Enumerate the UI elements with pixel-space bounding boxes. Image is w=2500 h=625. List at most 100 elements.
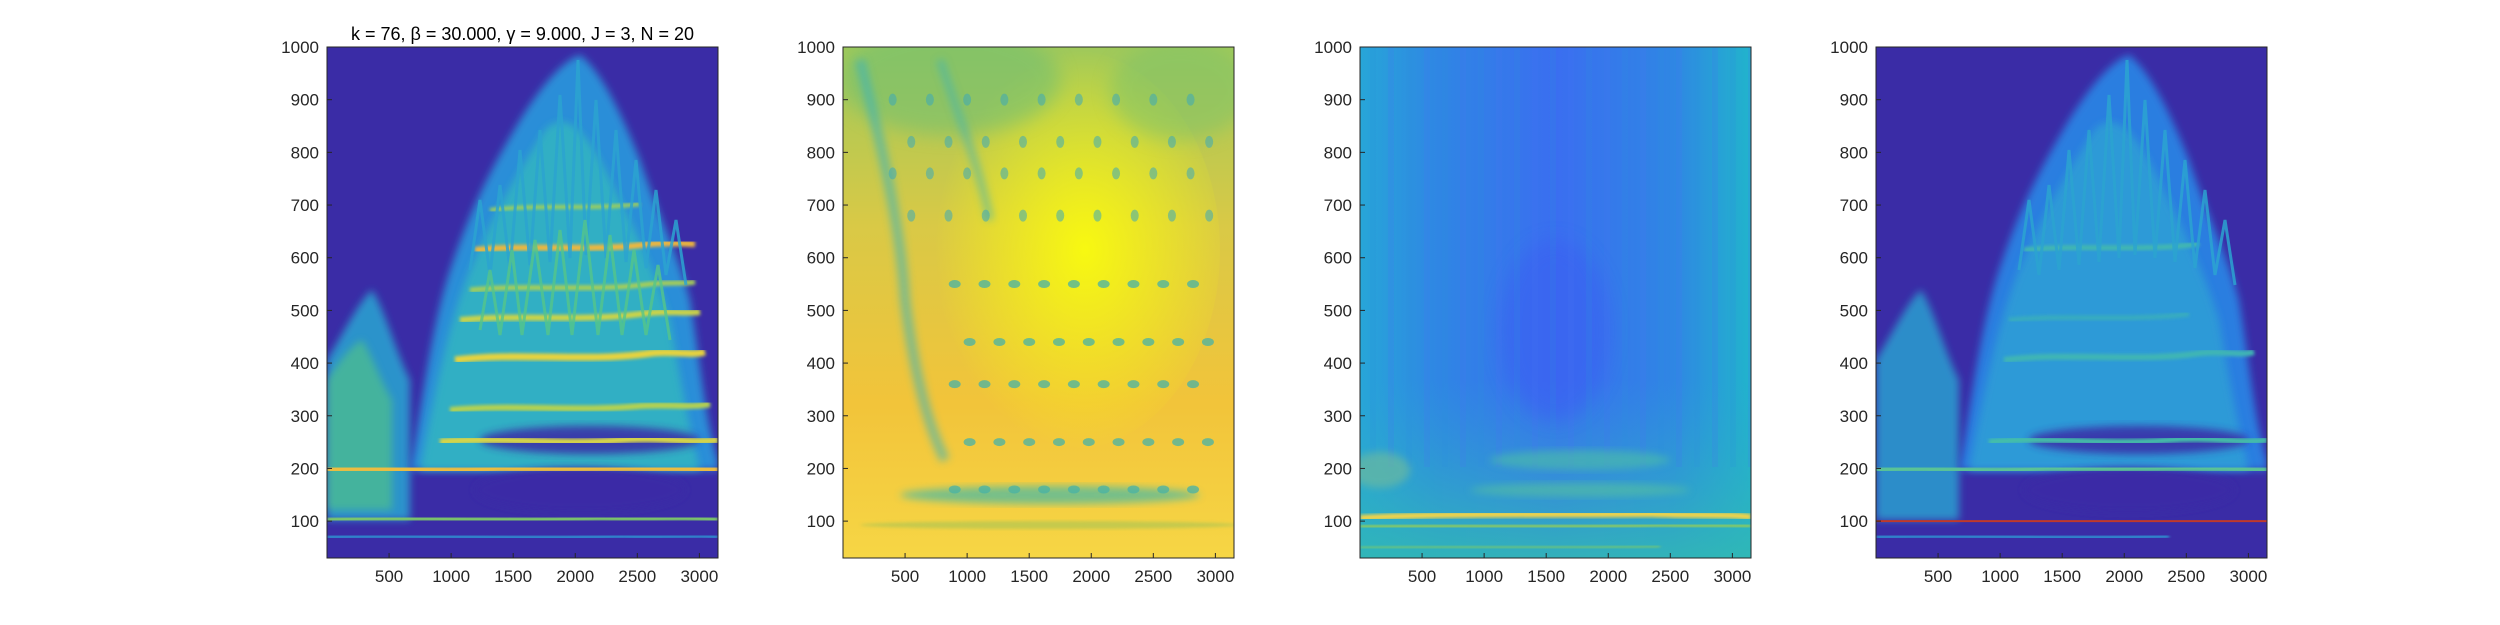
- y-tick-label: 700: [291, 196, 319, 215]
- x-tick-label: 500: [375, 567, 403, 586]
- x-tick-label: 2500: [618, 567, 656, 586]
- panel-2-spot: [1018, 209, 1027, 222]
- panel-2-dots: [888, 93, 1214, 494]
- panel-3-stripe: [1676, 47, 1682, 467]
- panel-2-spot: [944, 135, 953, 148]
- panel-2-spot: [1172, 438, 1185, 447]
- panel-3-stripe: [1712, 47, 1718, 467]
- panel-2-spot: [1023, 338, 1036, 347]
- panel-2-spot: [978, 380, 991, 389]
- panel-2-spot: [1167, 209, 1176, 222]
- panel-2-spot: [1201, 438, 1214, 447]
- y-tick-label: 800: [807, 143, 835, 162]
- x-tick-label: 1000: [1465, 567, 1503, 586]
- x-tick-label: 2500: [1651, 567, 1689, 586]
- panel-2-spot: [948, 280, 961, 289]
- panel-2-spot: [963, 338, 976, 347]
- panel-2-spot: [1008, 485, 1021, 494]
- panel-2-spot: [1127, 380, 1140, 389]
- panel-2-spot: [888, 93, 897, 106]
- panel-2-spot: [1000, 93, 1009, 106]
- panel-2-spot: [1112, 438, 1125, 447]
- panel-2-spot: [1093, 135, 1102, 148]
- panel-3-stripe: [1514, 47, 1520, 467]
- panel-3-stripe: [1388, 47, 1394, 467]
- panel-2-spot: [1157, 280, 1170, 289]
- panel-2-spot: [1142, 438, 1155, 447]
- panel-2-spot: [1127, 485, 1140, 494]
- panel-2-spot: [948, 485, 961, 494]
- x-tick-label: 2000: [1072, 567, 1110, 586]
- y-tick-label: 400: [1840, 354, 1868, 373]
- panel-2-spot: [948, 380, 961, 389]
- y-tick-label: 800: [291, 143, 319, 162]
- panel-2-spot: [1038, 485, 1051, 494]
- panel-2-spot: [1142, 338, 1155, 347]
- y-tick-label: 500: [807, 301, 835, 320]
- y-tick-label: 1000: [797, 38, 835, 57]
- panel-2-spot: [925, 167, 934, 180]
- panel-2-spot: [1157, 380, 1170, 389]
- y-tick-label: 300: [807, 407, 835, 426]
- panel-2-spot: [1149, 93, 1158, 106]
- y-tick-label: 900: [807, 91, 835, 110]
- panel-4-heatmap: [1876, 55, 2267, 540]
- panel-1-heatmap: [327, 55, 718, 540]
- panel-2-spot: [1052, 438, 1065, 447]
- panel-2-spot: [1172, 338, 1185, 347]
- y-tick-label: 600: [1324, 249, 1352, 268]
- y-tick-label: 600: [1840, 249, 1868, 268]
- y-tick-label: 500: [1324, 301, 1352, 320]
- panel-2-spot: [1023, 438, 1036, 447]
- panel-3-stripe: [1424, 47, 1430, 467]
- y-tick-label: 200: [1840, 459, 1868, 478]
- panel-1-title: k = 76, β = 30.000, γ = 9.000, J = 3, N …: [351, 24, 694, 44]
- panel-2-spot: [1008, 280, 1021, 289]
- panel-2-spot: [1067, 280, 1080, 289]
- x-tick-label: 2000: [556, 567, 594, 586]
- panel-2-spot: [1127, 280, 1140, 289]
- x-tick-label: 2000: [2105, 567, 2143, 586]
- panel-2-spot: [907, 209, 916, 222]
- y-tick-label: 1000: [1830, 38, 1868, 57]
- panel-3-stripe: [1748, 47, 1751, 467]
- y-tick-label: 1000: [1314, 38, 1352, 57]
- panel-3-stripe: [1604, 47, 1610, 467]
- y-tick-label: 600: [807, 249, 835, 268]
- panel-2-spot: [1038, 280, 1051, 289]
- panel-2-spot: [978, 485, 991, 494]
- panel-3-stripe: [1658, 47, 1664, 467]
- panel-3-stripe: [1550, 47, 1556, 467]
- x-tick-label: 1500: [1527, 567, 1565, 586]
- y-tick-label: 700: [1324, 196, 1352, 215]
- y-tick-label: 700: [1840, 196, 1868, 215]
- panel-2-spot: [1000, 167, 1009, 180]
- panel-2-spot: [1067, 380, 1080, 389]
- panel-2-spot: [1130, 135, 1139, 148]
- panel-2-spot: [1067, 485, 1080, 494]
- x-tick-label: 1500: [1010, 567, 1048, 586]
- panel-1-axes: 500 1000 1500 2000 2500 3000 100 200 300 400 500 60…: [281, 38, 718, 586]
- panel-3-stripe: [1694, 47, 1700, 467]
- panel-3-stripe: [1586, 47, 1592, 467]
- panel-3-stripe: [1460, 47, 1466, 467]
- x-tick-label: 2500: [1134, 567, 1172, 586]
- panel-2-spot: [1205, 135, 1214, 148]
- heatmap-panel-4: 500 1000 1500 2000 2500 3000 100 200 300 400 500 60…: [1830, 38, 2268, 586]
- x-tick-label: 3000: [1713, 567, 1751, 586]
- panel-2-spot: [1074, 167, 1083, 180]
- panel-2-spot: [1037, 93, 1046, 106]
- panel-2-spot: [944, 209, 953, 222]
- panel-3-stripe: [1442, 47, 1448, 467]
- panel-2-spot: [1037, 167, 1046, 180]
- y-tick-label: 100: [1840, 512, 1868, 531]
- x-tick-label: 2500: [2167, 567, 2205, 586]
- y-tick-label: 800: [1324, 143, 1352, 162]
- panel-2-spot: [1186, 93, 1195, 106]
- heatmap-panel-2: 500 1000 1500 2000 2500 3000 100 200 300 400 500 60…: [797, 38, 1235, 586]
- panel-2-spot: [963, 167, 972, 180]
- panel-3-stripes: [1370, 47, 1751, 467]
- panel-2-spot: [1082, 338, 1095, 347]
- panel-2-spot: [1093, 209, 1102, 222]
- y-tick-label: 900: [1840, 91, 1868, 110]
